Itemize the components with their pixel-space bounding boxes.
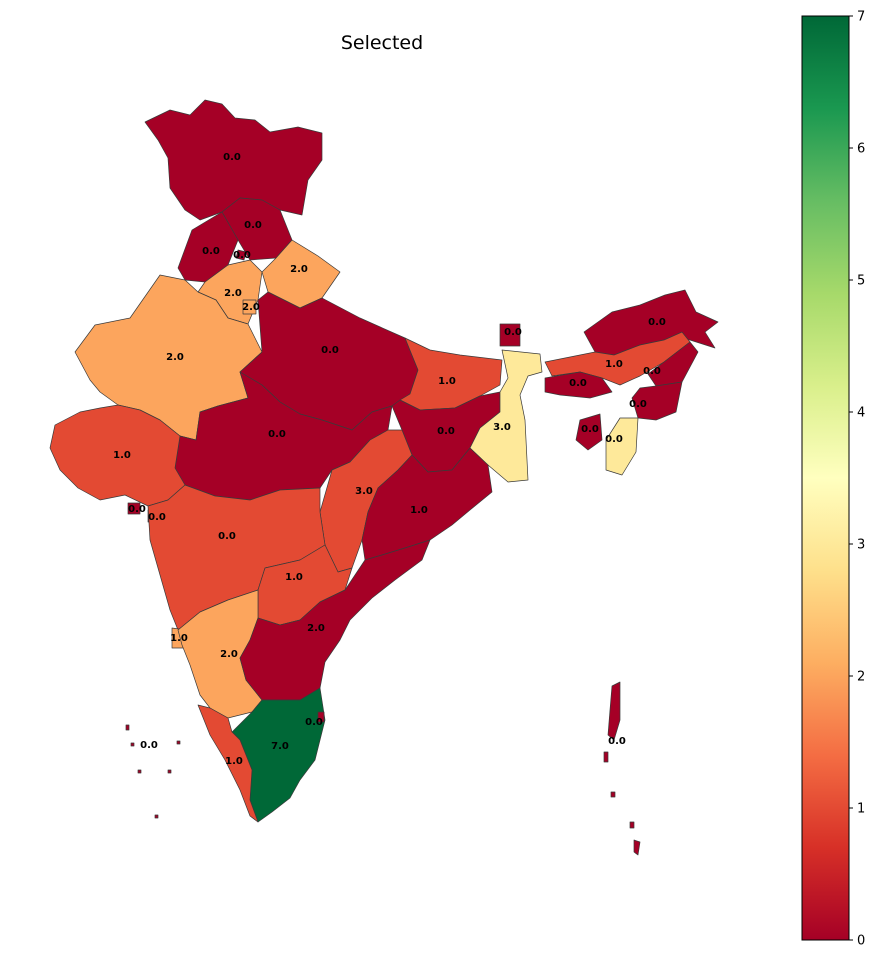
region-meghalaya[interactable] xyxy=(544,371,613,399)
value-label: 0.0 xyxy=(128,504,146,515)
region-mizoram[interactable] xyxy=(605,417,639,476)
region-puducherry[interactable] xyxy=(317,711,325,723)
value-label: 2.0 xyxy=(290,264,308,275)
value-label: 0.0 xyxy=(504,327,522,338)
value-label: 1.0 xyxy=(170,633,188,644)
region-sikkim[interactable] xyxy=(499,323,521,347)
colorbar-tick-label: 2 xyxy=(857,670,865,685)
colorbar-tick-label: 4 xyxy=(857,406,865,421)
region-lakshadweep[interactable] xyxy=(125,724,181,819)
colorbar: 0 1 2 3 4 5 6 7 xyxy=(801,10,865,949)
value-label: 0.0 xyxy=(648,317,666,328)
value-label: 0.0 xyxy=(608,736,626,747)
region-chandigarh[interactable] xyxy=(235,249,247,261)
colorbar-tick-label: 1 xyxy=(857,802,865,817)
value-label: 1.0 xyxy=(113,450,131,461)
region-jammu-kashmir[interactable] xyxy=(144,99,323,221)
value-label: 0.0 xyxy=(305,717,323,728)
region-andaman-nicobar[interactable] xyxy=(603,681,641,856)
value-label: 3.0 xyxy=(493,422,511,433)
region-kerala[interactable] xyxy=(197,704,259,823)
value-label: 0.0 xyxy=(218,531,236,542)
value-label: 7.0 xyxy=(271,741,289,752)
region-odisha[interactable] xyxy=(361,447,493,561)
region-tripura[interactable] xyxy=(575,413,603,451)
value-label: 1.0 xyxy=(438,376,456,387)
value-label: 0.0 xyxy=(581,424,599,435)
region-dadra-nagar-haveli[interactable] xyxy=(127,502,141,515)
value-labels: 0.0 0.0 0.0 0.0 2.0 2.0 2.0 2.0 0.0 0.0 … xyxy=(113,152,666,767)
value-label: 0.0 xyxy=(605,434,623,445)
value-label: 0.0 xyxy=(569,378,587,389)
region-delhi[interactable] xyxy=(242,299,257,315)
value-label: 0.0 xyxy=(321,345,339,356)
colorbar-tick-label: 7 xyxy=(857,10,865,25)
value-label: 2.0 xyxy=(166,352,184,363)
value-label: 2.0 xyxy=(224,288,242,299)
value-label: 0.0 xyxy=(223,152,241,163)
value-label: 0.0 xyxy=(244,220,262,231)
value-label: 1.0 xyxy=(605,359,623,370)
value-label: 0.0 xyxy=(268,429,286,440)
region-manipur[interactable] xyxy=(631,381,683,421)
colorbar-gradient xyxy=(801,15,850,941)
value-label: 0.0 xyxy=(233,250,251,261)
value-label: 0.0 xyxy=(202,246,220,257)
value-label: 0.0 xyxy=(437,426,455,437)
value-label: 0.0 xyxy=(629,399,647,410)
value-label: 1.0 xyxy=(285,572,303,583)
value-label: 0.0 xyxy=(140,740,158,751)
map-title: Selected xyxy=(340,32,424,54)
value-label: 2.0 xyxy=(242,302,260,313)
region-west-bengal[interactable] xyxy=(469,349,543,483)
colorbar-tick-label: 3 xyxy=(857,538,865,553)
value-label: 0.0 xyxy=(148,512,166,523)
colorbar-tick-label: 0 xyxy=(857,934,865,949)
value-label: 1.0 xyxy=(410,505,428,516)
value-label: 2.0 xyxy=(307,623,325,634)
value-label: 3.0 xyxy=(355,486,373,497)
value-label: 1.0 xyxy=(225,756,243,767)
value-label: 2.0 xyxy=(220,649,238,660)
region-punjab[interactable] xyxy=(177,211,239,283)
colorbar-tick-label: 5 xyxy=(857,274,865,289)
value-label: 0.0 xyxy=(643,366,661,377)
colorbar-tick-label: 6 xyxy=(857,142,865,157)
